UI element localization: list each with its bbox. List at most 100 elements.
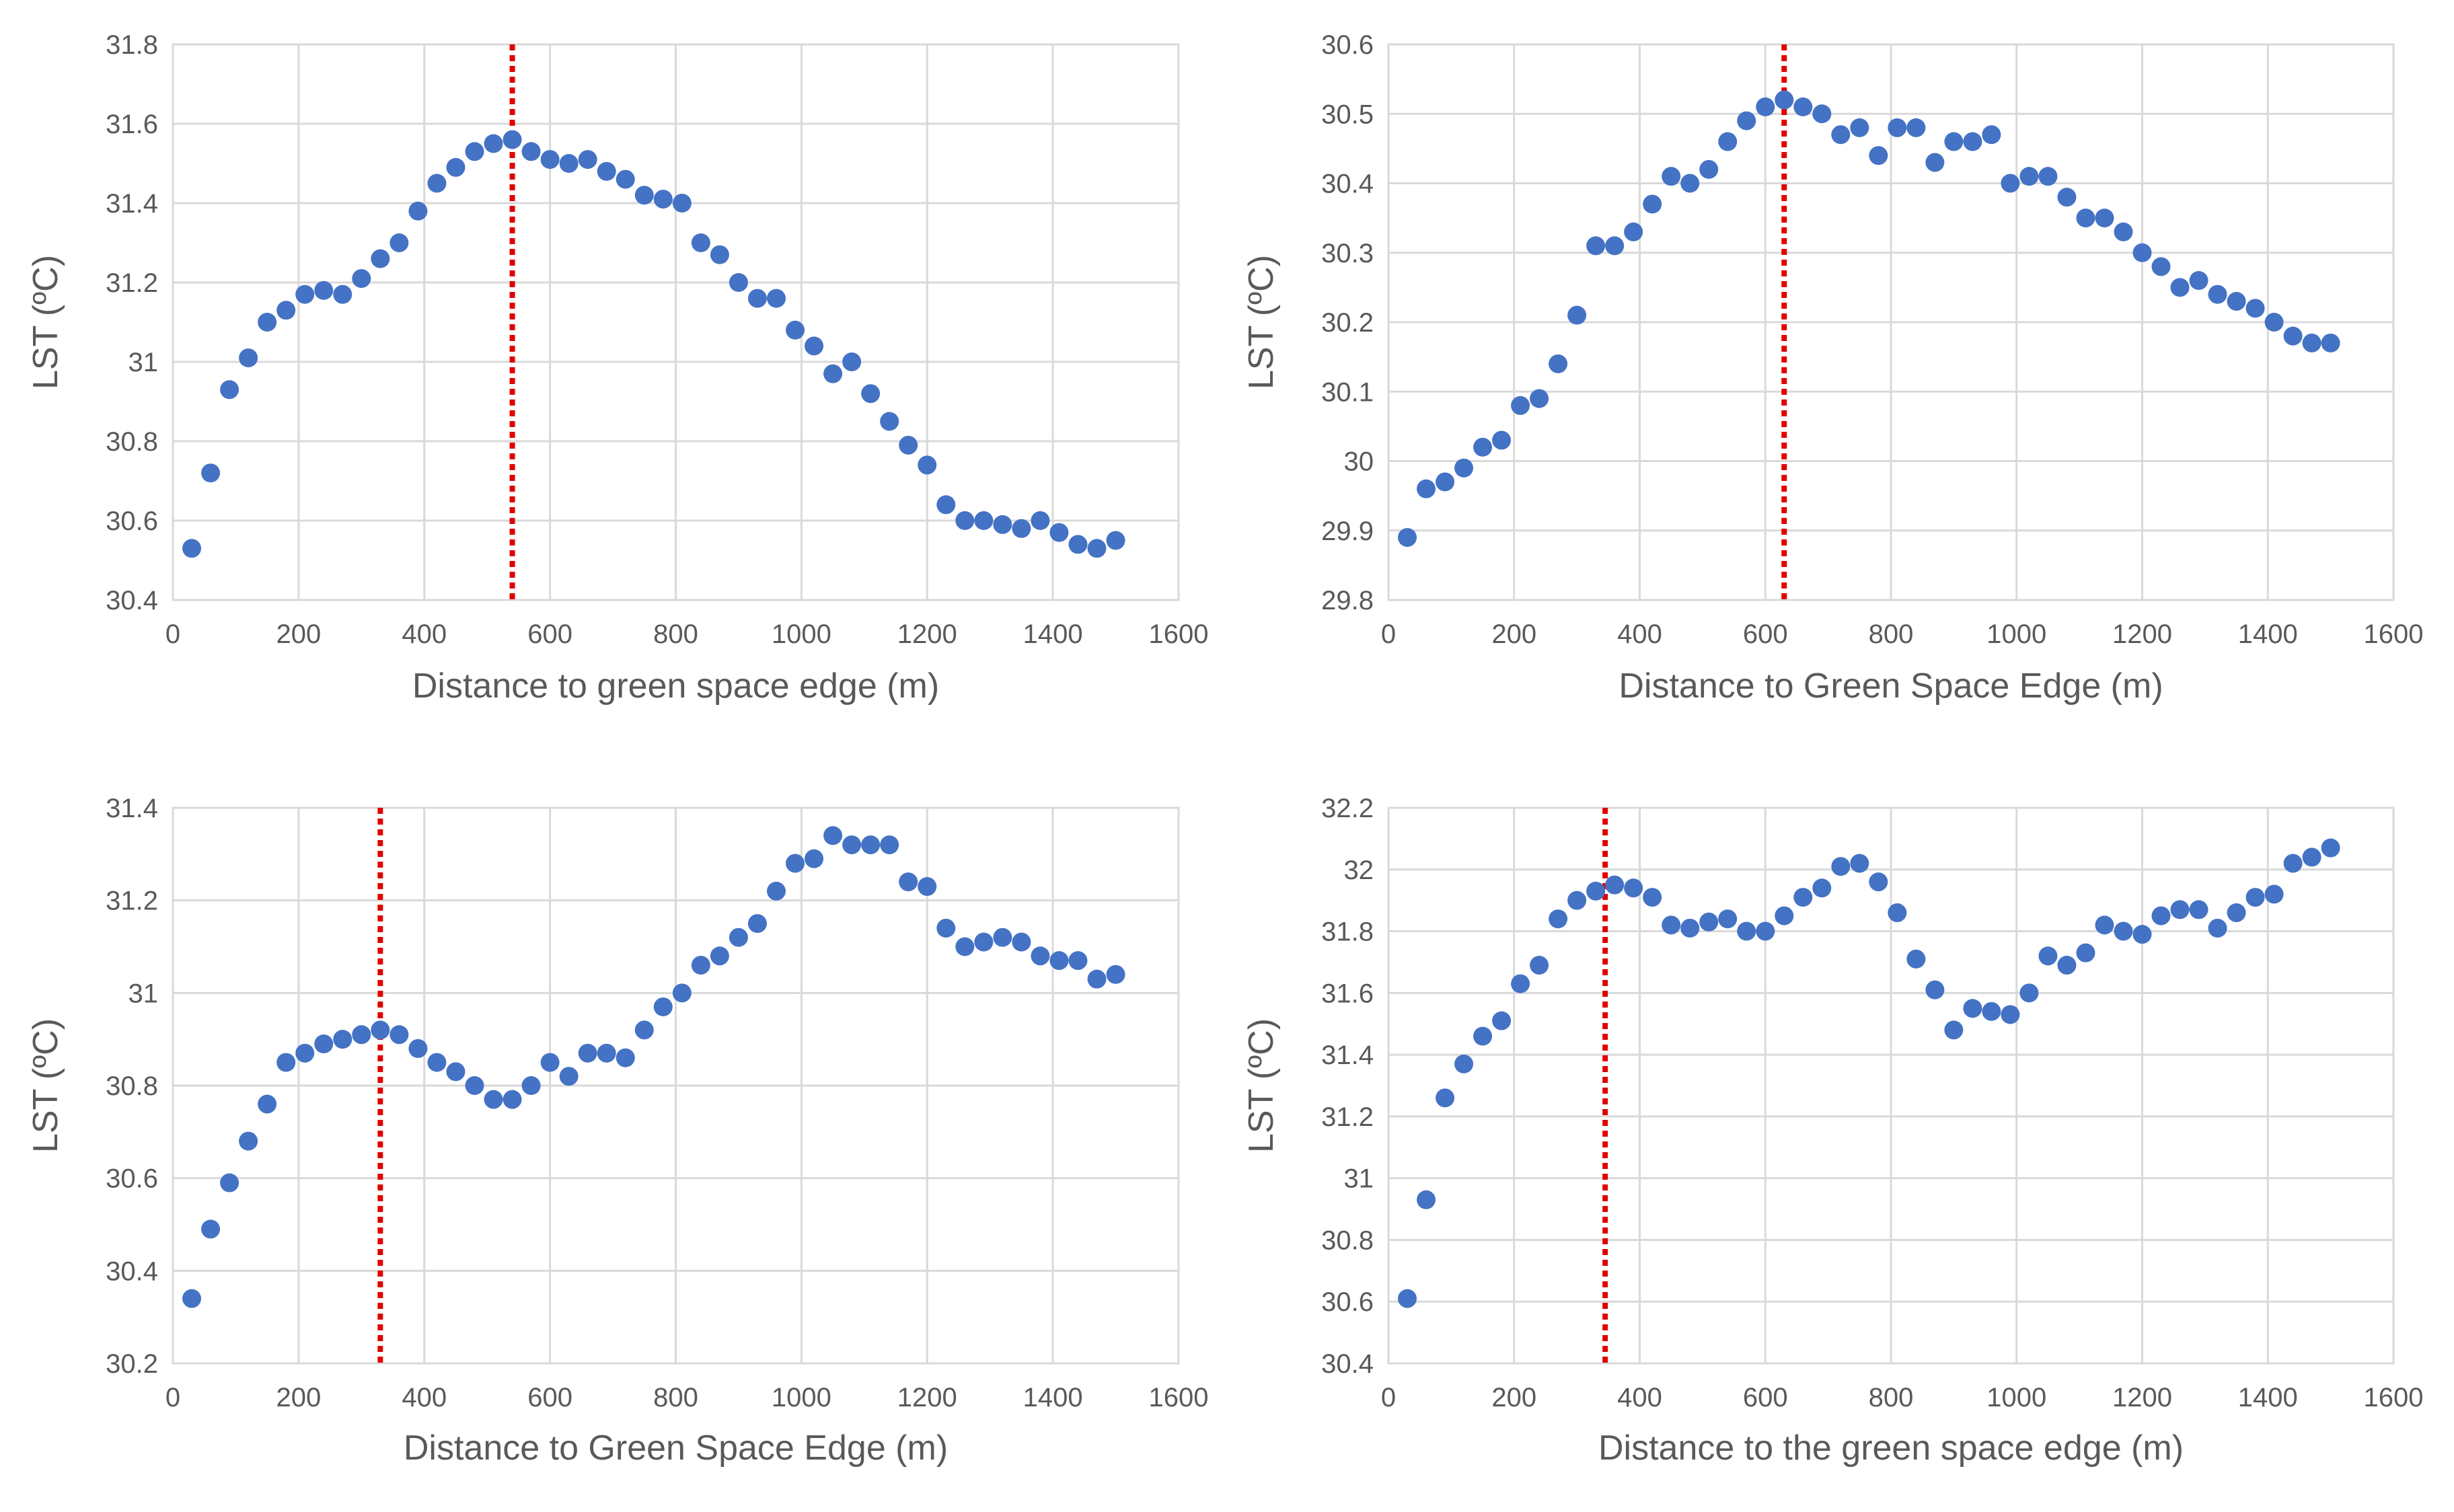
data-point	[1398, 1289, 1417, 1308]
y-tick-label: 29.9	[1321, 517, 1374, 546]
data-point	[1906, 949, 1926, 969]
data-point	[1850, 118, 1869, 137]
data-point	[1492, 1011, 1512, 1030]
x-tick-label: 200	[276, 619, 322, 649]
data-point	[258, 313, 277, 332]
data-point	[1643, 194, 1662, 214]
data-point	[1963, 132, 1982, 151]
data-point	[1549, 354, 1568, 373]
data-point	[1944, 132, 1964, 151]
data-point	[1963, 999, 1982, 1018]
data-point	[1605, 236, 1625, 256]
data-point	[276, 301, 296, 320]
data-point	[634, 186, 654, 205]
data-point	[484, 134, 503, 153]
data-point	[1436, 1088, 1455, 1108]
x-tick-label: 1200	[2112, 1383, 2172, 1412]
x-tick-label: 200	[1491, 1383, 1536, 1412]
data-point	[276, 1053, 296, 1072]
x-tick-label: 200	[1491, 619, 1536, 649]
data-point	[1068, 535, 1088, 554]
data-point	[1586, 881, 1606, 901]
data-point	[955, 937, 975, 956]
data-point	[295, 285, 315, 304]
data-point	[1643, 888, 1662, 907]
y-axis-title: LST (ºC)	[1242, 255, 1281, 389]
data-point	[672, 194, 692, 213]
data-point	[936, 918, 956, 938]
y-tick-label: 30.4	[106, 586, 158, 615]
data-point	[729, 928, 748, 947]
data-point	[993, 515, 1012, 534]
data-point	[2057, 188, 2077, 207]
data-point	[2038, 167, 2058, 186]
data-point	[1031, 511, 1050, 530]
chart-panel-2: 29.8 29.9 30 30.1 30.2 30.3 30.4 30.5 30.6 0 200 40…	[1242, 30, 2423, 706]
data-point	[540, 1053, 560, 1072]
data-point	[1775, 906, 1794, 925]
data-point	[1831, 125, 1851, 145]
data-point	[1662, 915, 1681, 935]
x-tick-label: 1200	[897, 619, 957, 649]
y-tick-label: 31.6	[106, 110, 158, 139]
data-point	[1775, 90, 1794, 110]
data-point	[823, 364, 843, 383]
data-point	[2001, 1005, 2020, 1024]
y-axis-title: LST (ºC)	[1242, 1018, 1281, 1153]
data-point	[427, 1053, 447, 1072]
data-point	[2283, 326, 2303, 346]
data-point	[2170, 278, 2190, 297]
data-point	[1812, 878, 1832, 898]
x-tick-label: 1000	[1986, 619, 2046, 649]
data-point	[955, 511, 975, 530]
data-point	[2227, 903, 2246, 923]
data-point	[1436, 472, 1455, 492]
y-tick-label: 31.2	[1321, 1102, 1374, 1132]
data-point	[1031, 946, 1050, 966]
data-point	[2038, 946, 2058, 966]
data-point	[1793, 97, 1813, 116]
data-point	[2001, 174, 2020, 193]
data-point	[993, 928, 1012, 947]
plot-area-border	[1387, 43, 2395, 601]
data-point	[691, 233, 710, 252]
y-tick-label: 29.8	[1321, 586, 1374, 615]
data-point	[2132, 243, 2152, 262]
data-point	[936, 495, 956, 515]
y-tick-label: 30	[1344, 447, 1374, 477]
y-tick-label: 31.4	[106, 189, 158, 219]
data-point	[710, 946, 729, 966]
data-point	[880, 835, 899, 855]
y-axis-title: LST (ºC)	[26, 1018, 65, 1153]
data-point	[1888, 903, 1907, 923]
data-point	[182, 539, 202, 558]
data-point	[899, 435, 918, 455]
data-point	[1567, 891, 1587, 910]
x-tick-label: 800	[653, 1383, 698, 1412]
x-tick-label: 600	[1743, 1383, 1788, 1412]
data-point	[974, 932, 994, 952]
data-point	[1511, 395, 1530, 415]
x-tick-label: 1600	[1149, 619, 1209, 649]
data-point	[1605, 875, 1625, 895]
data-point	[672, 983, 692, 1003]
data-point	[540, 150, 560, 169]
y-tick-label: 31.6	[1321, 979, 1374, 1008]
data-point	[1737, 111, 1756, 130]
data-point	[1737, 921, 1756, 941]
data-point	[805, 849, 824, 868]
x-axis-title: Distance to Green Space Edge (m)	[1619, 667, 2163, 706]
data-point	[1718, 132, 1738, 151]
data-point	[578, 150, 597, 169]
data-point	[634, 1020, 654, 1040]
data-point	[842, 835, 862, 855]
data-point	[352, 1025, 371, 1045]
data-point	[653, 997, 673, 1016]
data-point	[918, 877, 937, 897]
x-tick-label: 0	[1381, 1383, 1396, 1412]
data-point	[446, 1062, 466, 1082]
data-point	[1087, 539, 1107, 558]
data-point	[2019, 983, 2039, 1003]
